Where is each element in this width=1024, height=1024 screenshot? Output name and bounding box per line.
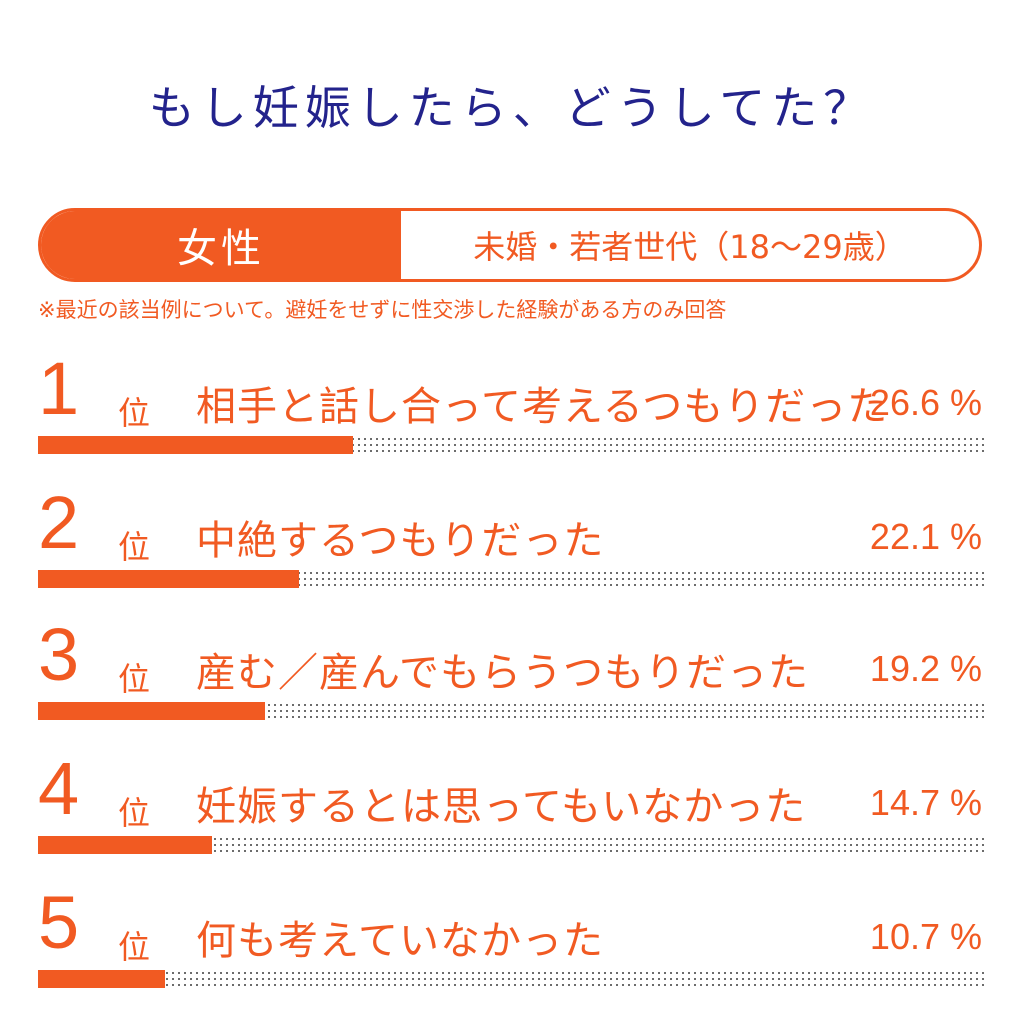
rank-row-2: 2 位中絶するつもりだった 22.1 % [38, 486, 988, 594]
rank-label: 産む／産んでもらうつもりだった [196, 650, 809, 696]
rank-number: 3 [38, 613, 80, 696]
rank-percent: 14.7 % [869, 782, 982, 823]
rank-percent: 22.1 % [869, 516, 982, 557]
rank-suffix: 位 [118, 660, 151, 698]
bar-fill [38, 836, 212, 854]
bar-track [38, 970, 984, 988]
rank-number: 4 [38, 747, 80, 830]
bar-track [38, 570, 984, 588]
rank-number: 5 [38, 881, 80, 964]
bar-fill [38, 436, 353, 454]
rank-percent: 26.6 % [869, 382, 982, 423]
rank-number: 2 [38, 481, 80, 564]
segment-gender: 女性 [41, 211, 401, 279]
rank-number: 1 [38, 347, 80, 430]
bar-fill [38, 570, 299, 588]
rank-row-4: 4 位妊娠するとは思ってもいなかった 14.7 % [38, 752, 988, 860]
bar-track [38, 836, 984, 854]
segment-header: 女性 未婚・若者世代（18～29歳） [38, 208, 982, 282]
rank-label: 妊娠するとは思ってもいなかった [196, 784, 807, 830]
rank-suffix: 位 [118, 794, 151, 832]
rank-row-3: 3 位産む／産んでもらうつもりだった 19.2 % [38, 618, 988, 726]
rank-suffix: 位 [118, 394, 151, 432]
survey-note: ※最近の該当例について。避妊をせずに性交渉した経験がある方のみ回答 [38, 298, 727, 322]
rank-suffix: 位 [118, 928, 151, 966]
bar-fill [38, 970, 165, 988]
bar-track [38, 702, 984, 720]
rank-label: 相手と話し合って考えるつもりだった [196, 384, 889, 430]
bar-track [38, 436, 984, 454]
rank-label: 中絶するつもりだった [196, 518, 605, 564]
rank-label: 何も考えていなかった [196, 918, 604, 964]
segment-group: 未婚・若者世代（18～29歳） [473, 228, 907, 266]
bar-fill [38, 702, 265, 720]
rank-suffix: 位 [118, 528, 151, 566]
rank-percent: 10.7 % [869, 916, 982, 957]
rank-row-1: 1 位相手と話し合って考えるつもりだった 26.6 % [38, 352, 988, 460]
rank-percent: 19.2 % [869, 648, 982, 689]
rank-row-5: 5 位何も考えていなかった 10.7 % [38, 886, 988, 994]
page-title: もし妊娠したら、どうしてた？ [148, 81, 876, 135]
